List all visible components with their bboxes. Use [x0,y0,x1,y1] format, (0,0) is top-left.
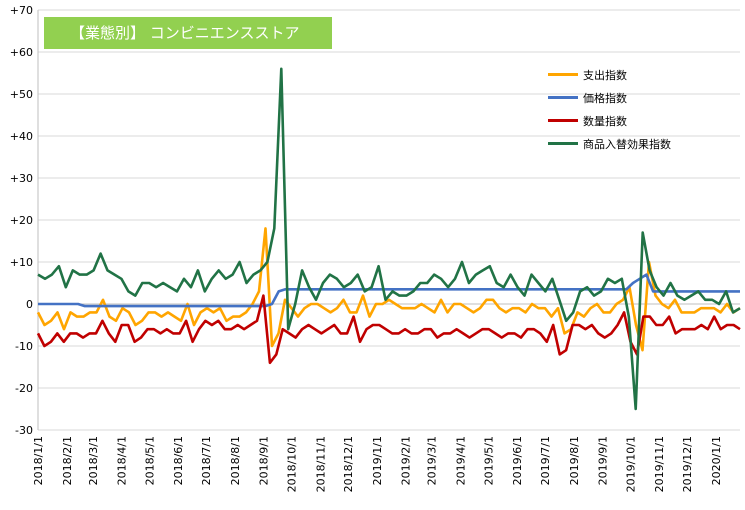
legend-swatch-spending [548,73,578,76]
y-tick-label: +70 [10,4,33,17]
grid-lines [37,9,740,431]
y-tick-label: +10 [10,256,33,269]
series-line-0 [36,227,741,352]
legend-item-quantity: 数量指数 [548,109,671,132]
x-tick-label: 2018/5/1 [143,436,156,485]
x-tick-label: 2018/4/1 [116,436,129,485]
x-axis-ticks: 2018/1/1 2018/2/1 2018/3/1 2018/4/1 2018/5/1… [32,436,723,492]
x-tick-label: 2019/11/1 [653,436,666,492]
y-tick-label: +60 [10,46,33,59]
x-tick-label: 2019/12/1 [681,436,694,492]
legend-label-quantity: 数量指数 [583,114,627,128]
y-tick-label: -10 [15,340,33,353]
x-tick-label: 2018/1/1 [32,436,45,485]
legend-item-replacement: 商品入替効果指数 [548,132,671,155]
y-tick-label: +30 [10,172,33,185]
y-tick-label: -20 [15,382,33,395]
y-tick-label: +50 [10,88,33,101]
legend-label-price: 価格指数 [583,91,627,105]
x-tick-label: 2018/3/1 [87,436,100,485]
x-tick-label: 2018/11/1 [314,436,327,492]
y-tick-label: 0 [26,298,33,311]
y-tick-label: -30 [15,424,33,437]
y-tick-label: +20 [10,214,33,227]
x-tick-label: 2019/10/1 [624,436,637,492]
legend-swatch-replacement [548,142,578,145]
y-axis-ticks: -30 -20 -10 0 +10 +20 +30 +40 +50 +60 +70 [10,4,33,437]
series-line-3 [37,67,741,411]
legend-item-spending: 支出指数 [548,63,671,86]
series-lines [36,67,741,411]
x-tick-label: 2019/6/1 [511,436,524,485]
x-tick-label: 2018/10/1 [286,436,299,492]
y-tick-label: +40 [10,130,33,143]
x-tick-label: 2019/4/1 [455,436,468,485]
x-tick-label: 2019/5/1 [482,436,495,485]
series-line-2 [36,294,741,365]
x-tick-label: 2019/9/1 [597,436,610,485]
x-tick-label: 2018/9/1 [258,436,271,485]
legend-swatch-price [548,96,578,99]
x-tick-label: 2018/8/1 [229,436,242,485]
legend-label-spending: 支出指数 [583,68,627,82]
x-tick-label: 2020/1/1 [710,436,723,485]
x-tick-label: 2018/2/1 [61,436,74,485]
x-tick-label: 2019/3/1 [426,436,439,485]
x-tick-label: 2018/6/1 [172,436,185,485]
legend-label-replacement: 商品入替効果指数 [583,137,671,151]
legend-item-price: 価格指数 [548,86,671,109]
series-line-1 [38,273,740,308]
x-tick-label: 2019/1/1 [371,436,384,485]
x-tick-label: 2018/7/1 [200,436,213,485]
x-tick-label: 2019/7/1 [539,436,552,485]
x-tick-label: 2018/12/1 [342,436,355,492]
x-tick-label: 2019/8/1 [568,436,581,485]
legend: 支出指数 価格指数 数量指数 商品入替効果指数 [548,63,671,155]
chart-title: 【業態別】 コンビニエンスストア [44,17,332,49]
x-tick-label: 2019/2/1 [400,436,413,485]
legend-swatch-quantity [548,119,578,122]
